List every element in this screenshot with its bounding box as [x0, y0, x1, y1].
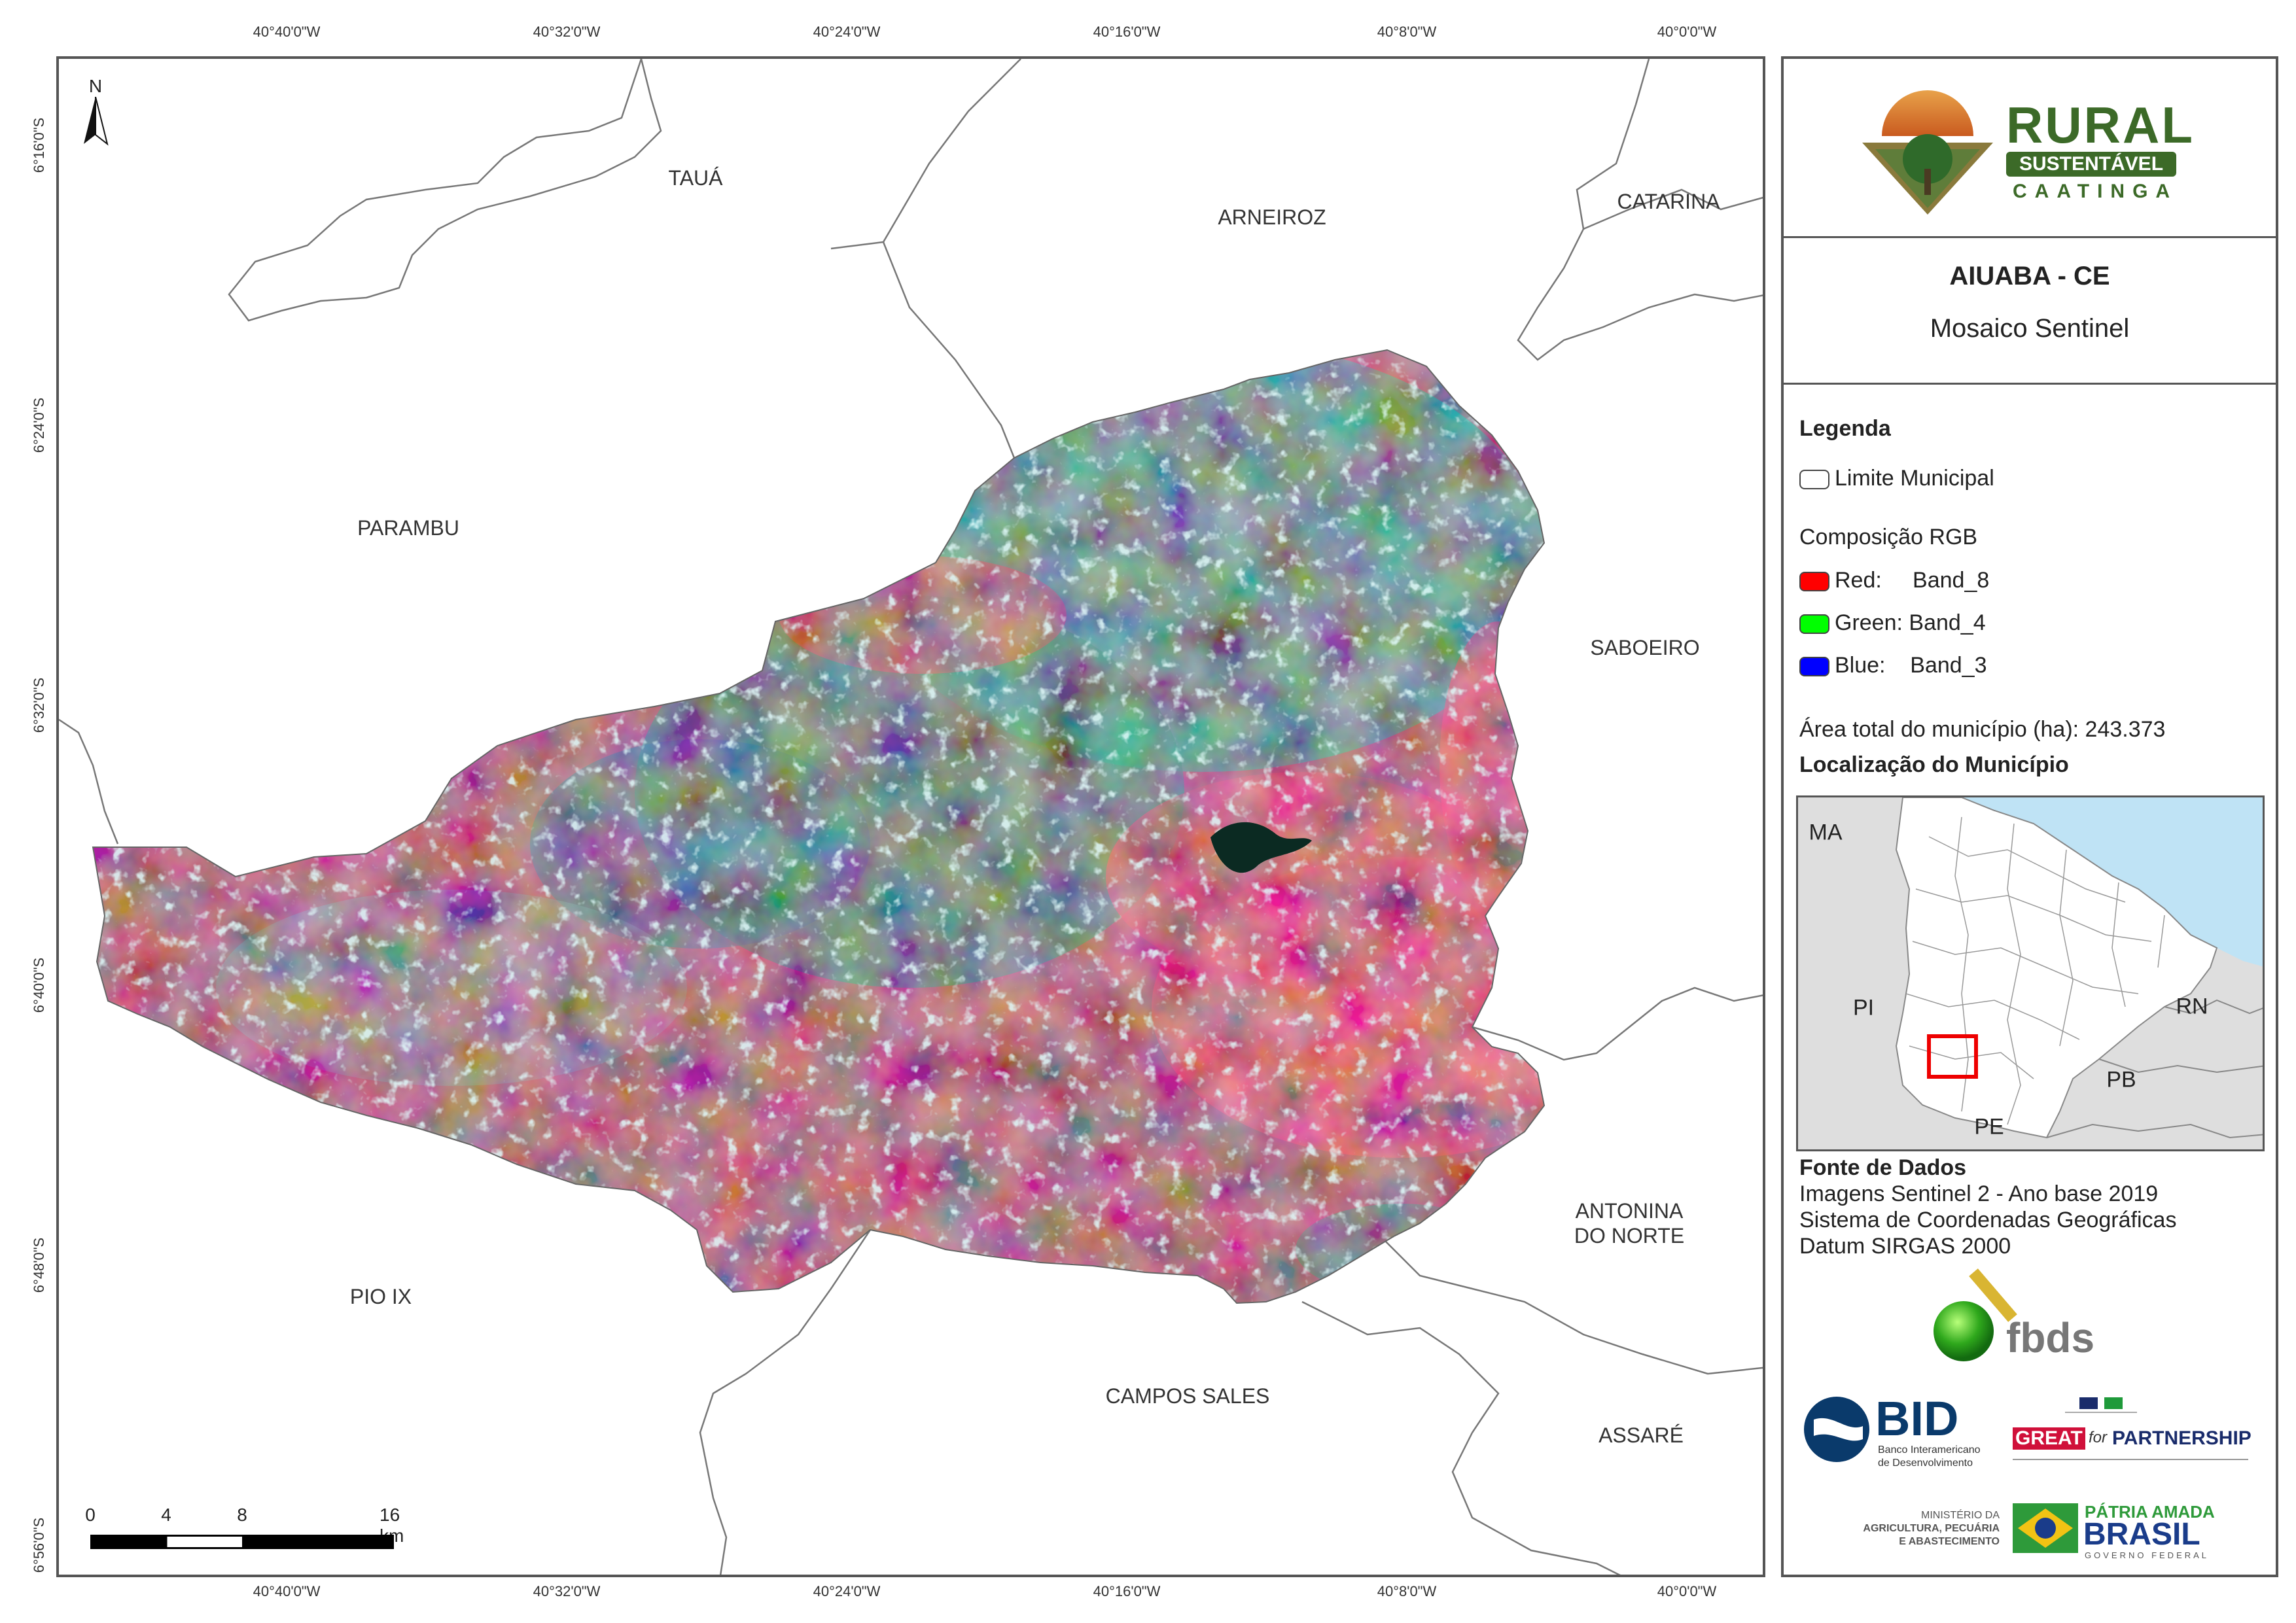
great-for: for [2089, 1429, 2108, 1446]
place-label-taua: TAUÁ [668, 166, 723, 190]
legend-swatch-blue [1799, 657, 1829, 676]
municipal-boundaries [59, 59, 1763, 1575]
grid-label-bottom-1: 40°40'0"W [253, 1583, 321, 1599]
north-arrow-icon [84, 97, 109, 146]
legend-red-label: Red: Band_8 [1835, 568, 1990, 593]
place-label-arneiroz: ARNEIROZ [1218, 205, 1326, 229]
location-heading: Localização do Município [1799, 752, 2069, 777]
grid-label-bottom-2: 40°32'0"W [533, 1583, 601, 1599]
logo-sustentavel: SUSTENTÁVEL [2006, 152, 2177, 177]
legend-heading: Legenda [1799, 416, 1891, 441]
grid-label-top-4: 40°16'0"W [1093, 24, 1161, 40]
legend-swatch-boundary [1799, 470, 1829, 489]
place-label-catarina: CATARINA [1617, 190, 1720, 213]
map-subtitle: Mosaico Sentinel [1930, 314, 2130, 343]
grid-label-top-5: 40°8'0"W [1377, 24, 1437, 40]
north-label: N [88, 76, 103, 96]
map-title: AIUABA - CE [1949, 262, 2110, 290]
inset-map-canvas [1895, 797, 2263, 1139]
inset-label-pb: PB [2106, 1067, 2136, 1092]
legend-boundary-label: Limite Municipal [1835, 466, 1994, 491]
sources-line-2: Sistema de Coordenadas Geográficas [1799, 1208, 2177, 1232]
north-arrow: N [76, 76, 115, 148]
aiuaba-location-marker [1927, 1034, 1978, 1079]
area-total-text: Área total do município (ha): 243.373 [1799, 717, 2166, 742]
scale-tick-4: 4 [161, 1505, 171, 1525]
uk-brazil-flags [2065, 1397, 2137, 1413]
bid-logo-icon [1804, 1397, 1869, 1462]
legend-green-label: Green: Band_4 [1835, 610, 1986, 635]
place-label-antonina-line1: ANTONINA [1575, 1199, 1684, 1223]
logo-caatinga: CAATINGA [2013, 181, 2178, 202]
legend-swatch-green [1799, 614, 1829, 634]
place-label-antonina-do-norte: ANTONINA DO NORTE [1574, 1198, 1684, 1248]
grid-label-bottom-3: 40°24'0"W [813, 1583, 881, 1599]
grid-label-left-4: 6°40'0"S [31, 957, 47, 1013]
map-canvas [59, 59, 1763, 1575]
scale-tick-0: 0 [85, 1505, 96, 1525]
grid-label-bottom-5: 40°8'0"W [1377, 1583, 1437, 1599]
inset-label-ma: MA [1809, 820, 1843, 845]
partnership-logo: PARTNERSHIP [2112, 1427, 2252, 1449]
great-logo: GREAT [2013, 1427, 2085, 1450]
grid-label-left-1: 6°16'0"S [31, 117, 47, 173]
scale-bar-graphic [90, 1535, 394, 1549]
bid-subtitle-2: de Desenvolvimento [1878, 1457, 1973, 1469]
grid-label-top-2: 40°32'0"W [533, 24, 601, 40]
logo-rural: RURAL [2006, 96, 2195, 154]
grid-label-left-3: 6°32'0"S [31, 677, 47, 733]
place-label-antonina-line2: DO NORTE [1574, 1224, 1685, 1248]
place-label-campos-sales: CAMPOS SALES [1105, 1384, 1270, 1408]
logo-section: RURAL SUSTENTÁVEL CAATINGA [1784, 59, 2276, 238]
grid-label-top-3: 40°24'0"W [813, 24, 881, 40]
place-label-parambu: PARAMBU [357, 516, 459, 540]
brasil-text: BRASIL [2083, 1517, 2200, 1552]
bid-logo-text: BID [1875, 1391, 1959, 1446]
legend-swatch-red [1799, 572, 1829, 591]
great-divider [2013, 1459, 2248, 1460]
place-label-pio-ix: PIO IX [349, 1285, 412, 1308]
map-frame[interactable]: N TAUÁ ARNEIROZ CATARINA PARAMBU SABOEIR… [56, 56, 1765, 1577]
mapa-line-3: E ABASTECIMENTO [1899, 1536, 2000, 1547]
grid-label-top-6: 40°0'0"W [1657, 24, 1717, 40]
scale-bar: 0 4 8 16 km [82, 1505, 423, 1557]
rural-sustentavel-emblem [1862, 90, 1993, 215]
fbds-logo-text: fbds [2006, 1314, 2095, 1361]
fbds-logo-icon [1934, 1268, 2017, 1361]
patria-amada-text: PÁTRIA AMADA [2085, 1502, 2215, 1522]
uk-flag-icon [2079, 1397, 2098, 1409]
grid-label-top-1: 40°40'0"W [253, 24, 321, 40]
mapa-line-2: AGRICULTURA, PECUÁRIA [1863, 1523, 2000, 1534]
scale-tick-8: 8 [237, 1505, 247, 1525]
location-inset-map[interactable]: MA PI RN PB PE [1796, 795, 2265, 1151]
sources-line-3: Datum SIRGAS 2000 [1799, 1234, 2011, 1259]
inset-label-pi: PI [1852, 995, 1875, 1021]
sources-line-1: Imagens Sentinel 2 - Ano base 2019 [1799, 1181, 2159, 1206]
mapa-line-1: MINISTÉRIO DA [1920, 1510, 2000, 1521]
bid-subtitle-1: Banco Interamericano [1878, 1444, 1981, 1456]
place-label-assare: ASSARÉ [1598, 1423, 1684, 1447]
grid-label-left-2: 6°24'0"S [31, 397, 47, 453]
governo-federal-text: GOVERNO FEDERAL [2085, 1550, 2210, 1560]
grid-label-left-5: 6°48'0"S [31, 1237, 47, 1293]
grid-label-bottom-4: 40°16'0"W [1093, 1583, 1161, 1599]
grid-label-left-6: 6°56'0"S [31, 1517, 47, 1573]
place-label-saboeiro: SABOEIRO [1590, 636, 1700, 659]
grid-label-bottom-6: 40°0'0"W [1657, 1583, 1717, 1599]
inset-label-pe: PE [1974, 1114, 2004, 1140]
legend-blue-label: Blue: Band_3 [1835, 653, 1987, 678]
inset-label-rn: RN [2176, 994, 2208, 1019]
legend-rgb-heading: Composição RGB [1799, 525, 1978, 550]
patria-amada-emblem-icon [2013, 1503, 2078, 1553]
sentinel-mosaic [93, 350, 1544, 1303]
brazil-flag-icon [2104, 1397, 2123, 1409]
sources-heading: Fonte de Dados [1799, 1155, 1967, 1180]
title-section: AIUABA - CE Mosaico Sentinel [1784, 238, 2276, 385]
